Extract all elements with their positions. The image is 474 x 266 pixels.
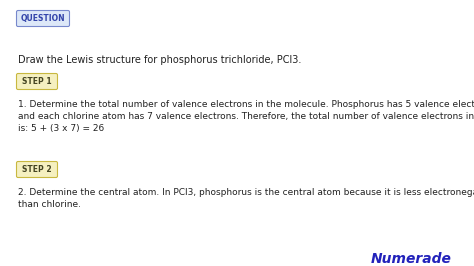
FancyBboxPatch shape xyxy=(17,161,57,177)
Text: STEP 1: STEP 1 xyxy=(22,77,52,86)
Text: Numerade: Numerade xyxy=(371,252,452,266)
Text: 1. Determine the total number of valence electrons in the molecule. Phosphorus h: 1. Determine the total number of valence… xyxy=(18,100,474,109)
FancyBboxPatch shape xyxy=(17,10,70,27)
Text: than chlorine.: than chlorine. xyxy=(18,200,81,209)
Text: Draw the Lewis structure for phosphorus trichloride, PCl3.: Draw the Lewis structure for phosphorus … xyxy=(18,55,301,65)
FancyBboxPatch shape xyxy=(17,73,57,89)
Text: and each chlorine atom has 7 valence electrons. Therefore, the total number of v: and each chlorine atom has 7 valence ele… xyxy=(18,112,474,121)
Text: 2. Determine the central atom. In PCl3, phosphorus is the central atom because i: 2. Determine the central atom. In PCl3, … xyxy=(18,188,474,197)
Text: is: 5 + (3 x 7) = 26: is: 5 + (3 x 7) = 26 xyxy=(18,124,104,133)
Text: QUESTION: QUESTION xyxy=(21,14,65,23)
Text: STEP 2: STEP 2 xyxy=(22,165,52,174)
